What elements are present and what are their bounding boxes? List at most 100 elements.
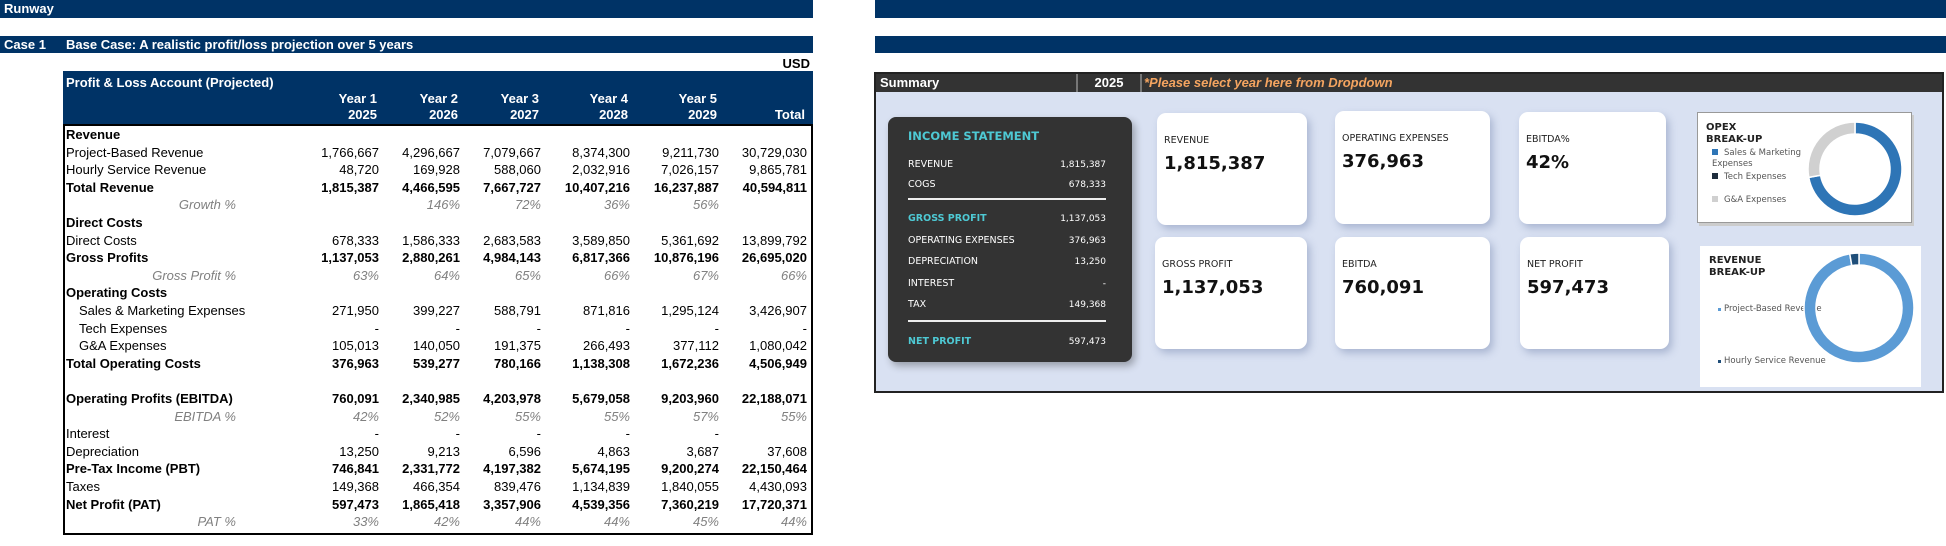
cell-value: 4,203,978	[483, 391, 541, 406]
cell-value: 72%	[514, 197, 541, 213]
cell-value: 5,674,195	[572, 461, 630, 477]
cell-value: 597,473	[332, 496, 379, 512]
row-label: Total Operating Costs	[66, 355, 201, 371]
cell-value: 4,296,667	[402, 144, 460, 160]
kpi-card-net-profit: NET PROFIT 597,473	[1520, 237, 1669, 349]
table-row: Total Revenue 1,815,387 4,466,595 7,667,727…	[65, 179, 811, 197]
income-row-value: 597,473	[1068, 337, 1106, 347]
table-row: Depreciation 13,250 9,213 6,596 4,863 3,687 37…	[65, 443, 811, 461]
cell-value: 9,203,960	[661, 391, 719, 406]
cell-value: 1,137,053	[321, 250, 379, 266]
cell-value: 42%	[433, 514, 460, 530]
table-row: Growth % 146% 72% 36% 56%	[65, 196, 811, 214]
year-label: Year 1	[338, 91, 377, 106]
income-row-value: 149,368	[1068, 300, 1106, 310]
income-row-label: INTEREST	[908, 278, 955, 289]
cell-value: -	[625, 426, 630, 442]
donut-slice-sales-marketing-expenses	[1807, 121, 1903, 217]
revenue-chart-title-1: REVENUE	[1709, 255, 1762, 266]
table-row: Gross Profits 1,137,053 2,880,261 4,984,143…	[65, 249, 811, 267]
row-label: Taxes	[66, 479, 100, 494]
row-label: Operating Profits (EBITDA)	[66, 391, 233, 406]
cell-value: 67%	[692, 267, 719, 283]
cell-value: 1,586,333	[402, 232, 460, 248]
right-case-bar	[875, 36, 1946, 53]
cell-value: 26,695,020	[741, 250, 807, 266]
cell-value: 1,865,418	[402, 496, 460, 512]
row-label: Revenue	[66, 127, 121, 142]
table-row: Operating Costs	[65, 284, 811, 302]
income-row-label: NET PROFIT	[908, 336, 972, 347]
cell-value: 17,720,371	[741, 496, 807, 512]
income-row: NET PROFIT 597,473	[908, 335, 1106, 349]
income-row-label: DEPRECIATION	[908, 256, 979, 267]
legend-item: G&A Expenses	[1712, 195, 1786, 206]
summary-title: Summary	[880, 75, 940, 90]
cell-value: 3,589,850	[572, 232, 630, 248]
cell-value: 64%	[433, 267, 460, 283]
table-row: PAT % 33% 42% 44% 44% 45% 44%	[65, 513, 811, 531]
table-row: Taxes 149,368 466,354 839,476 1,134,839 1,840…	[65, 478, 811, 496]
cell-value: 871,816	[583, 303, 630, 318]
cell-value: 30,729,030	[741, 144, 807, 160]
income-row-label: TAX	[908, 299, 927, 310]
cell-value: 44%	[514, 514, 541, 530]
income-row: REVENUE 1,815,387	[908, 158, 1106, 172]
case-title: Base Case: A realistic profit/loss proje…	[66, 37, 414, 52]
divider	[908, 320, 1106, 322]
legend-item: Project-Based Revenue	[1718, 304, 1822, 315]
income-row: OPERATING EXPENSES 376,963	[908, 234, 1106, 248]
cell-value: -	[374, 320, 379, 336]
cell-value: -	[714, 426, 719, 442]
table-row: EBITDA % 42% 52% 55% 55% 57% 55%	[65, 408, 811, 426]
year-hint: *Please select year here from Dropdown	[1144, 75, 1393, 90]
kpi-card-ebitda: EBITDA 760,091	[1335, 237, 1490, 349]
cell-value: 6,596	[508, 443, 541, 459]
cell-value: 140,050	[413, 338, 460, 354]
kpi-card-revenue: REVENUE 1,815,387	[1157, 113, 1307, 225]
cell-value: 377,112	[672, 338, 719, 354]
year-dropdown[interactable]: 2025	[1094, 75, 1124, 90]
income-row: DEPRECIATION 13,250	[908, 255, 1106, 269]
table-row	[65, 372, 811, 390]
cell-value: 1,815,387	[321, 179, 379, 195]
year-value: 2029	[688, 107, 717, 122]
cell-value: 588,060	[494, 162, 541, 178]
income-row-value: 376,963	[1068, 236, 1106, 246]
summary-header: Summary 2025 *Please select year here fr…	[876, 74, 1942, 92]
donut-slice-g-a-expenses	[1807, 121, 1856, 179]
cell-value: 8,374,300	[572, 144, 630, 160]
cell-value: 22,150,464	[741, 461, 807, 477]
cell-value: 57%	[692, 408, 719, 424]
cell-value: 4,984,143	[483, 250, 541, 266]
case-label: Case 1	[4, 37, 46, 52]
pl-table-title: Profit & Loss Account (Projected)	[66, 75, 274, 90]
opex-chart-title-1: OPEX	[1706, 122, 1737, 133]
kpi-card-ebitda-: EBITDA% 42%	[1519, 112, 1666, 224]
cell-value: 33%	[352, 514, 379, 530]
row-label: Hourly Service Revenue	[66, 162, 207, 178]
revenue-chart-title-2: BREAK-UP	[1709, 267, 1766, 278]
cell-value: 266,493	[583, 338, 630, 354]
kpi-card-gross-profit: GROSS PROFIT 1,137,053	[1155, 237, 1307, 349]
row-label: Direct Costs	[66, 215, 143, 230]
cell-value: 5,361,692	[661, 232, 719, 248]
year-value: 2028	[599, 107, 628, 122]
cell-value: 539,277	[413, 355, 460, 371]
row-label: Operating Costs	[66, 285, 168, 301]
cell-value: 3,426,907	[749, 303, 807, 318]
cell-value: -	[625, 320, 630, 336]
cell-value: 4,863	[597, 443, 630, 459]
income-row-label: OPERATING EXPENSES	[908, 235, 1015, 246]
income-row: GROSS PROFIT 1,137,053	[908, 212, 1106, 226]
table-row: Tech Expenses - - - - - -	[65, 320, 811, 338]
income-row-value: 13,250	[1074, 257, 1107, 267]
year-value: 2026	[429, 107, 458, 122]
kpi-value: 42%	[1526, 152, 1570, 173]
year-label: Year 2	[419, 91, 458, 106]
pl-table: Profit & Loss Account (Projected) Year 1…	[63, 71, 813, 535]
cell-value: 13,899,792	[741, 232, 807, 248]
cell-value: 10,407,216	[564, 179, 630, 195]
sheet-title-bar: Runway	[0, 0, 813, 18]
cell-value: 44%	[603, 514, 630, 530]
